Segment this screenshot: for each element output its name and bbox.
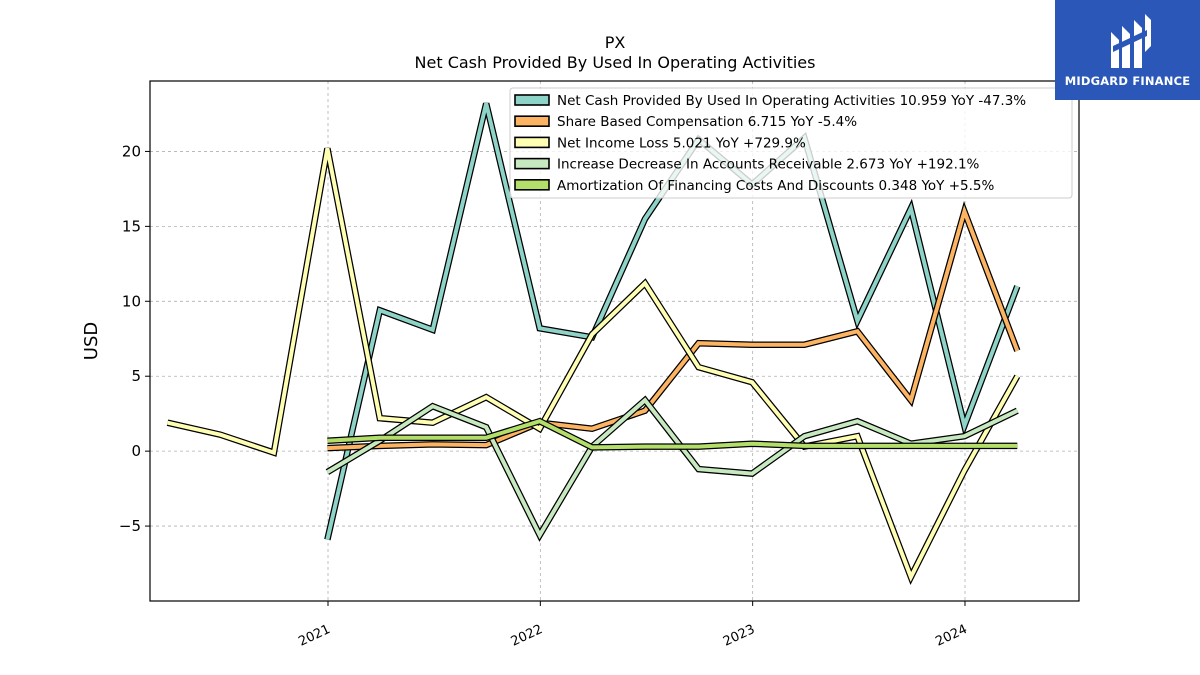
legend-swatch bbox=[514, 179, 550, 191]
x-tick-label: 2021 bbox=[296, 622, 332, 650]
legend-entry: Share Based Compensation 6.715 YoY -5.4% bbox=[514, 114, 857, 130]
series-line bbox=[326, 397, 1019, 540]
legend-label: Net Cash Provided By Used In Operating A… bbox=[557, 93, 1026, 109]
legend-label: Share Based Compensation 6.715 YoY -5.4% bbox=[557, 114, 857, 130]
series-line bbox=[327, 205, 1020, 451]
plot-frame bbox=[149, 80, 1080, 602]
legend-entry: Amortization Of Financing Costs And Disc… bbox=[514, 178, 994, 194]
legend-entry: Increase Decrease In Accounts Receivable… bbox=[514, 157, 980, 173]
x-tick-label: 2023 bbox=[721, 622, 757, 650]
series-line-outline bbox=[166, 147, 1021, 586]
series-2 bbox=[166, 147, 1021, 586]
series-1 bbox=[327, 201, 1021, 452]
legend-swatch bbox=[514, 136, 550, 149]
chart-title: PX bbox=[605, 33, 626, 52]
y-tick-label: 20 bbox=[122, 142, 141, 160]
x-tick-label: 2022 bbox=[509, 622, 545, 650]
y-tick-label: 0 bbox=[131, 442, 141, 460]
series-line bbox=[167, 148, 1020, 582]
series-line bbox=[327, 419, 1018, 450]
mf-logo-icon bbox=[1110, 14, 1151, 68]
y-tick-label: 5 bbox=[131, 367, 141, 385]
legend-entry: Net Income Loss 5.021 YoY +729.9% bbox=[514, 135, 806, 151]
legend-label: Increase Decrease In Accounts Receivable… bbox=[557, 157, 980, 173]
y-tick-label: −5 bbox=[119, 517, 141, 535]
legend-box bbox=[509, 87, 1073, 199]
legend-entry: Net Cash Provided By Used In Operating A… bbox=[514, 93, 1026, 109]
legend-label: Net Income Loss 5.021 YoY +729.9% bbox=[557, 135, 806, 151]
legend-label: Amortization Of Financing Costs And Disc… bbox=[557, 178, 994, 194]
x-tick-label: 2024 bbox=[933, 622, 969, 650]
series-4 bbox=[327, 417, 1018, 451]
legend-swatch bbox=[514, 157, 550, 170]
midgard-finance-logo: MIDGARD FINANCE bbox=[1055, 0, 1200, 100]
y-tick-label: 15 bbox=[122, 217, 141, 235]
chart-subtitle: Net Cash Provided By Used In Operating A… bbox=[415, 53, 816, 72]
series-3 bbox=[325, 395, 1019, 542]
legend-swatch bbox=[514, 115, 550, 127]
logo-text: MIDGARD FINANCE bbox=[1064, 74, 1191, 88]
legend-swatch bbox=[514, 94, 550, 106]
y-tick-label: 10 bbox=[122, 292, 141, 310]
axes: −5 0 5 10 15 20 2021 2022 2023 2024 bbox=[119, 142, 970, 649]
legend: Net Cash Provided By Used In Operating A… bbox=[509, 87, 1073, 199]
y-axis-label: USD bbox=[81, 322, 102, 360]
